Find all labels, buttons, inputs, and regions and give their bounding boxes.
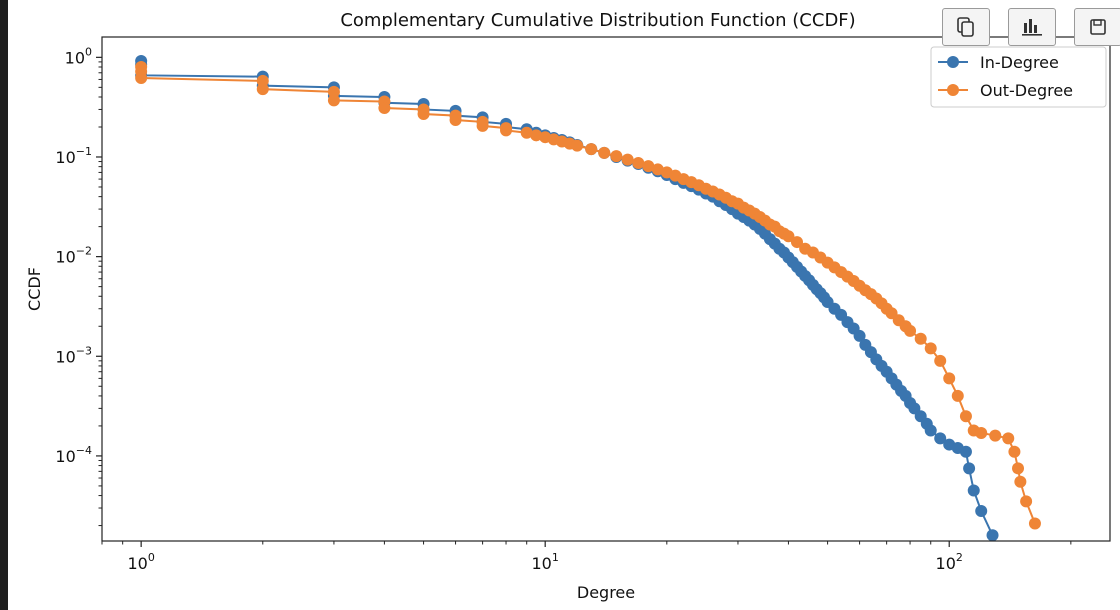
y-tick-label: 10−3 <box>55 344 92 366</box>
data-point <box>642 160 655 173</box>
plot-area <box>135 54 1041 541</box>
data-point <box>1008 445 1021 458</box>
data-point <box>449 114 462 127</box>
data-point <box>135 72 148 85</box>
data-point <box>1028 517 1041 530</box>
data-point <box>621 153 634 166</box>
save-icon <box>1090 19 1106 35</box>
notebook-output-cell: Complementary Cumulative Distribution Fu… <box>8 0 1120 610</box>
data-point <box>610 150 623 163</box>
data-point <box>1020 495 1033 508</box>
data-point <box>1012 462 1025 475</box>
y-tick-label: 10−1 <box>55 145 92 167</box>
copy-icon <box>957 17 974 37</box>
data-point <box>256 83 269 96</box>
copy-button[interactable] <box>942 8 990 46</box>
data-point <box>598 146 611 159</box>
chart-view-button[interactable] <box>1008 8 1056 46</box>
data-point <box>585 143 598 156</box>
data-point <box>327 94 340 107</box>
data-point <box>924 342 937 355</box>
legend-marker <box>947 56 959 68</box>
data-point <box>417 108 430 121</box>
data-point <box>986 529 999 541</box>
data-point <box>934 354 947 367</box>
data-point <box>530 129 543 142</box>
data-point <box>959 410 972 423</box>
data-point <box>632 157 645 170</box>
data-point <box>378 102 391 115</box>
data-point <box>1002 432 1015 445</box>
save-button[interactable] <box>1074 8 1120 46</box>
data-point <box>989 429 1002 442</box>
data-point <box>790 236 803 249</box>
legend-marker <box>947 84 959 96</box>
data-point <box>520 126 533 139</box>
x-tick-label: 100 <box>127 551 154 573</box>
y-tick-label: 10−2 <box>55 245 92 267</box>
x-axis-label: Degree <box>577 583 635 602</box>
data-point <box>963 462 976 475</box>
data-point <box>975 426 988 439</box>
data-point <box>1014 475 1027 488</box>
data-point <box>975 505 988 518</box>
data-point <box>924 424 937 437</box>
data-point <box>914 332 927 345</box>
data-point <box>500 124 513 137</box>
bar-chart-icon <box>1022 19 1042 36</box>
series-line <box>140 66 1036 524</box>
data-point <box>959 445 972 458</box>
data-point <box>327 85 340 98</box>
legend-label: Out-Degree <box>980 81 1073 100</box>
data-point <box>571 139 584 152</box>
x-tick-label: 101 <box>532 551 559 573</box>
data-point <box>967 484 980 497</box>
y-tick-label: 100 <box>65 45 92 67</box>
data-point <box>782 230 795 243</box>
series-line <box>140 60 994 536</box>
x-tick-label: 102 <box>936 551 963 573</box>
data-point <box>951 389 964 402</box>
axes-frame <box>101 36 1111 542</box>
data-point <box>651 163 664 176</box>
data-point <box>476 119 489 132</box>
legend: In-Degree Out-Degree <box>930 46 1107 108</box>
ccdf-plot: Complementary Cumulative Distribution Fu… <box>25 10 1111 602</box>
y-axis-label: CCDF <box>25 267 44 311</box>
data-point <box>904 324 917 337</box>
data-point <box>853 329 866 342</box>
data-point <box>943 372 956 385</box>
chart-title: Complementary Cumulative Distribution Fu… <box>340 10 855 31</box>
y-tick-label: 10−4 <box>55 444 92 466</box>
legend-label: In-Degree <box>980 53 1059 72</box>
data-point <box>934 432 947 445</box>
